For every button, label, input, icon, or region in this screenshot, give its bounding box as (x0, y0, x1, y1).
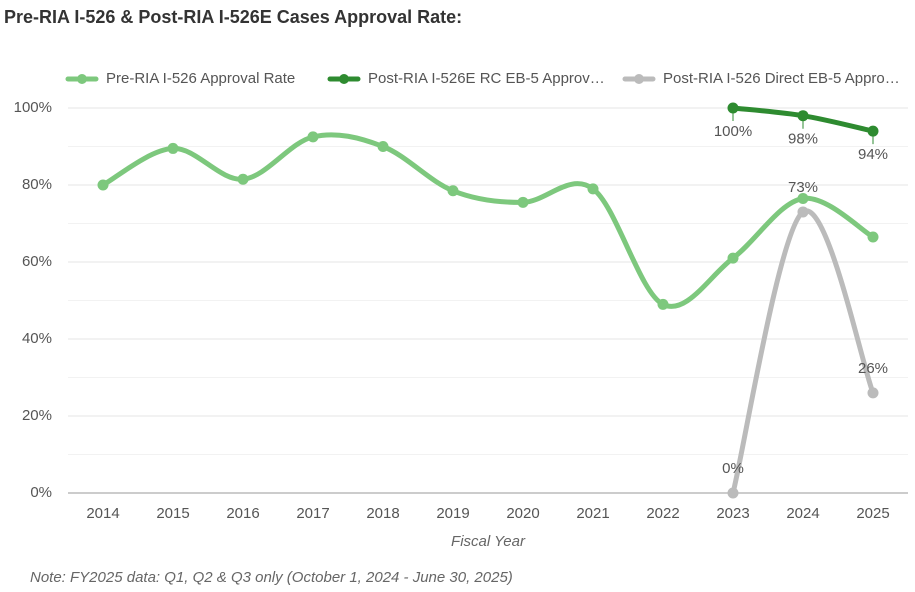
y-tick-label: 80% (22, 176, 52, 193)
data-label: 26% (858, 360, 888, 377)
legend-marker (77, 74, 87, 84)
x-tick-label: 2018 (366, 505, 399, 522)
x-axis-title: Fiscal Year (451, 533, 526, 550)
data-point (727, 102, 739, 114)
data-point (587, 183, 599, 195)
data-point (797, 206, 809, 218)
x-tick-label: 2015 (156, 505, 189, 522)
y-tick-label: 40% (22, 330, 52, 347)
x-tick-label: 2025 (856, 505, 889, 522)
x-tick-label: 2021 (576, 505, 609, 522)
legend-marker (339, 74, 349, 84)
data-point (97, 179, 109, 191)
data-point (727, 252, 739, 264)
data-point (517, 196, 529, 208)
data-point (727, 487, 739, 499)
data-point (867, 231, 879, 243)
data-point (867, 125, 879, 137)
data-point (377, 141, 389, 152)
chart-title: Pre-RIA I-526 & Post-RIA I-526E Cases Ap… (4, 7, 462, 27)
series-line (730, 208, 876, 496)
x-tick-label: 2023 (716, 505, 749, 522)
legend-marker (634, 74, 644, 84)
legend-label: Post-RIA I-526 Direct EB-5 Appro… (663, 70, 900, 87)
legend-label: Pre-RIA I-526 Approval Rate (106, 70, 295, 87)
y-tick-label: 0% (30, 484, 52, 501)
x-tick-label: 2014 (86, 505, 119, 522)
data-point (797, 192, 809, 204)
data-label: 98% (788, 131, 818, 148)
x-tick-label: 2020 (506, 505, 539, 522)
x-tick-label: 2024 (786, 505, 819, 522)
y-tick-label: 60% (22, 253, 52, 270)
data-label: 94% (858, 146, 888, 163)
data-label: 0% (722, 460, 744, 477)
data-point (867, 387, 879, 399)
y-tick-label: 100% (14, 99, 52, 116)
data-point (307, 131, 319, 143)
data-point (797, 110, 809, 122)
y-tick-label: 20% (22, 407, 52, 424)
data-point (237, 173, 249, 185)
data-label: 73% (788, 179, 818, 196)
data-label: 100% (714, 123, 752, 140)
x-tick-label: 2019 (436, 505, 469, 522)
data-point (657, 298, 669, 310)
x-tick-label: 2016 (226, 505, 259, 522)
series-line (100, 132, 876, 309)
x-tick-label: 2022 (646, 505, 679, 522)
note: Note: FY2025 data: Q1, Q2 & Q3 only (Oct… (30, 569, 513, 586)
x-tick-label: 2017 (296, 505, 329, 522)
data-point (447, 185, 459, 197)
data-point (167, 142, 179, 154)
legend-label: Post-RIA I-526E RC EB-5 Approv… (368, 70, 605, 87)
